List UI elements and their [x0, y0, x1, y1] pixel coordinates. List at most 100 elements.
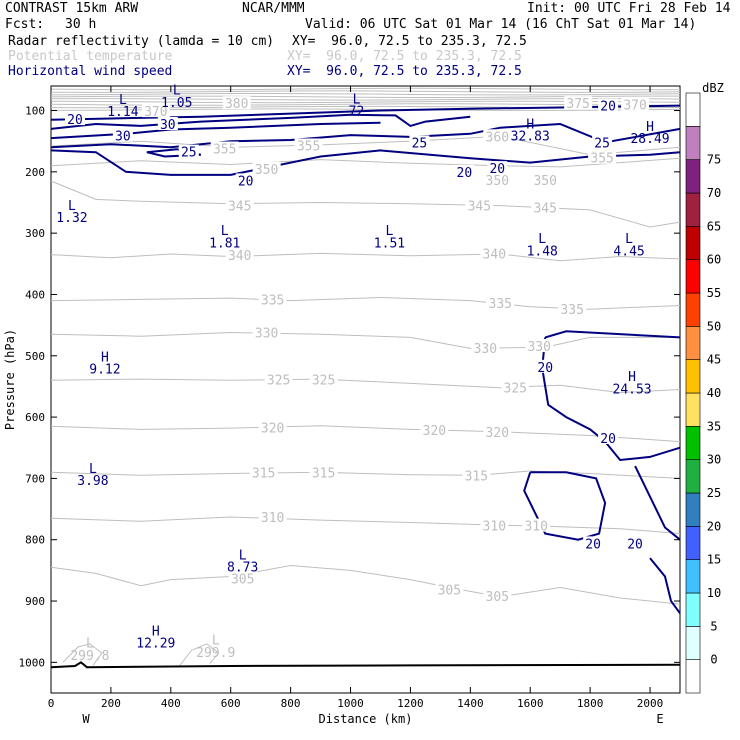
theta-contour-label: 345: [533, 201, 556, 216]
y-tick-label: 1000: [19, 656, 46, 669]
theta-contour-label: 330: [474, 342, 497, 357]
field-wind-xy: XY= 96.0, 72.5 to 235.3, 72.5: [287, 64, 522, 79]
extremum-value: 9.12: [89, 363, 120, 378]
wind-label-bg: [409, 135, 430, 149]
theta-contour-label: 325: [504, 382, 527, 397]
wind-contour-label: 25: [181, 146, 197, 161]
wind-contour-label: 30: [115, 130, 131, 145]
extremum-marker: H: [628, 370, 636, 385]
theta-upper-line: [50, 93, 681, 96]
extremum-marker: L: [68, 199, 76, 214]
theta-label-bg: [486, 296, 515, 310]
y-tick-label: 700: [25, 472, 45, 485]
extremum-marker: L: [538, 232, 546, 247]
theta-contour-label: 335: [560, 303, 583, 318]
wind-label-bg: [598, 430, 619, 444]
colorbar-unit: dBZ: [702, 81, 724, 95]
init-time: Init: 00 UTC Fri 28 Feb 14: [527, 1, 731, 16]
y-tick-label: 800: [25, 534, 45, 547]
theta-contour-label: 350: [533, 174, 556, 189]
wind-label-bg: [592, 135, 613, 149]
y-tick-label: 900: [25, 595, 45, 608]
wind-contour-label: 20: [585, 537, 601, 552]
theta-label-bg: [564, 96, 593, 110]
colorbar-level-label: 35: [707, 419, 721, 433]
extremum-value: 72: [349, 105, 365, 120]
theta-320-line: [50, 425, 681, 443]
theta-contour-label: 315: [312, 466, 335, 481]
colorbar-swatch: [685, 626, 701, 660]
theta-label-bg: [501, 380, 530, 394]
theta-label-bg: [309, 372, 338, 386]
wind-20-line: [541, 337, 681, 462]
theta-345-line: [50, 180, 681, 228]
theta-contour-label: 360: [486, 130, 509, 145]
extremum-value: 1.48: [527, 244, 558, 259]
wind-contour-label: 20: [489, 162, 505, 177]
wind-20-line: [649, 557, 681, 614]
theta-330-line: [50, 331, 680, 349]
theta-300-contour: [179, 643, 220, 666]
extremum-value: 1.05: [161, 96, 192, 111]
colorbar-swatch: [685, 126, 701, 160]
theta-label-bg: [258, 292, 287, 306]
theta-label-bg: [483, 424, 512, 438]
colorbar-level-label: 25: [707, 486, 721, 500]
theta-contour-label: 345: [468, 200, 491, 215]
west-label: W: [82, 712, 90, 726]
extremum-value: 12.29: [136, 637, 175, 652]
theta-label-bg: [228, 571, 257, 585]
extremum-marker: L: [386, 224, 394, 239]
extremum-value: 1.81: [209, 236, 240, 251]
colorbar-swatch: [685, 326, 701, 360]
colorbar-level-label: 30: [707, 453, 721, 467]
theta-label-bg: [531, 172, 560, 186]
theta-contour-label: 345: [228, 200, 251, 215]
colorbar-swatch: [685, 392, 701, 427]
theta-label-bg: [258, 420, 287, 434]
x-tick-label: 2000: [637, 697, 664, 710]
plot-frame: [50, 85, 681, 694]
x-tick-label: 0: [48, 697, 55, 710]
theta-label-bg: [294, 138, 323, 152]
colorbar-swatch: [685, 492, 701, 527]
theta-contour-label: 330: [527, 340, 550, 355]
wind-label-bg: [535, 359, 556, 373]
wind-contour-label: 20: [238, 174, 254, 189]
y-tick-label: 500: [25, 350, 45, 363]
colorbar-swatch: [685, 192, 701, 227]
x-tick-label: 1600: [517, 697, 544, 710]
colorbar-swatch: [685, 526, 701, 560]
extremum-marker: L: [173, 84, 181, 99]
colorbar-level-label: 10: [707, 586, 721, 600]
extremum-marker: H: [526, 117, 534, 132]
colorbar-swatch: [685, 226, 701, 260]
theta-contour-label: 320: [423, 424, 446, 439]
extremum-marker: L: [119, 93, 127, 108]
theta-label-bg: [522, 518, 551, 532]
theta-contour-label: 305: [438, 583, 461, 598]
y-tick-label: 400: [25, 288, 45, 301]
theta-contour-label: 355: [297, 139, 320, 154]
theta-contour-label: 305: [231, 572, 254, 587]
theta-325-line: [50, 378, 681, 394]
theta-label-bg: [249, 465, 278, 479]
wind-label-bg: [112, 128, 133, 142]
colorbar-level-label: 45: [707, 353, 721, 367]
theta-355-line: [50, 135, 681, 156]
wind-20-line: [544, 330, 681, 339]
colorbar-level-label: 5: [710, 619, 717, 633]
theta-contour-label: 330: [255, 326, 278, 341]
theta-contour-label: 320: [486, 426, 509, 441]
theta-label-bg: [420, 422, 449, 436]
theta-contour-label: 335: [261, 293, 284, 308]
wind-label-bg: [157, 117, 178, 131]
wind-20-line: [50, 104, 681, 121]
extremum-marker: H: [101, 350, 109, 365]
wind-20-line: [634, 465, 681, 541]
theta-label-bg: [483, 129, 512, 143]
theta-label-bg: [252, 161, 281, 175]
x-tick-label: 1800: [577, 697, 604, 710]
field-reflectivity-xy: XY= 96.0, 72.5 to 235.3, 72.5: [292, 34, 527, 49]
extremum-marker: H: [152, 624, 160, 639]
